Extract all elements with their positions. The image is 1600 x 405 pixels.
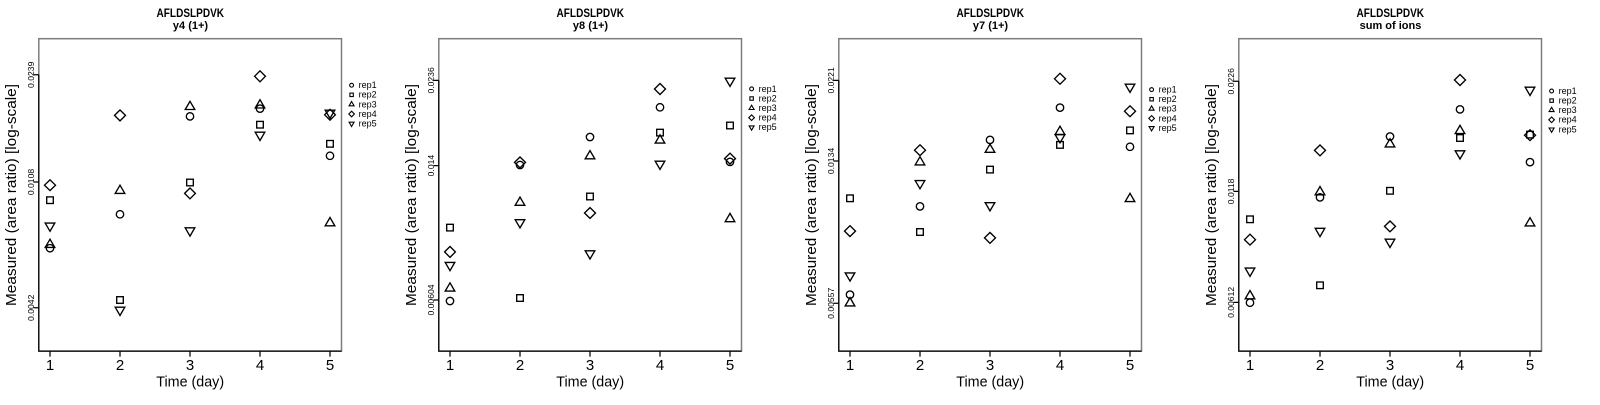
svg-text:rep2: rep2 [1159,94,1177,104]
svg-text:rep4: rep4 [1559,115,1577,125]
svg-text:AFLDSLPDVK: AFLDSLPDVK [1357,8,1425,20]
svg-text:2: 2 [1316,357,1324,374]
svg-text:y4 (1+): y4 (1+) [173,20,208,32]
svg-text:0.0042: 0.0042 [26,294,36,321]
svg-text:rep2: rep2 [759,93,777,103]
svg-text:0.0226: 0.0226 [1226,68,1236,95]
svg-text:rep1: rep1 [359,80,377,90]
svg-text:rep3: rep3 [1559,105,1577,115]
svg-text:rep1: rep1 [759,84,777,94]
svg-text:4: 4 [1056,357,1064,374]
svg-text:AFLDSLPDVK: AFLDSLPDVK [957,8,1025,20]
svg-text:sum of ions: sum of ions [1360,20,1422,32]
svg-text:y7 (1+): y7 (1+) [973,20,1008,32]
svg-text:AFLDSLPDVK: AFLDSLPDVK [157,8,225,20]
svg-text:rep3: rep3 [1159,104,1177,114]
svg-text:1: 1 [846,357,854,374]
svg-text:rep3: rep3 [359,99,377,109]
svg-text:rep5: rep5 [759,122,777,132]
svg-text:0.0239: 0.0239 [26,61,36,88]
svg-text:rep2: rep2 [1559,96,1577,106]
svg-text:rep5: rep5 [1159,123,1177,133]
svg-text:rep5: rep5 [359,119,377,129]
svg-text:Time (day): Time (day) [556,374,624,390]
svg-text:3: 3 [986,357,994,374]
svg-text:0.0118: 0.0118 [1226,178,1236,204]
svg-text:0.0134: 0.0134 [826,148,836,175]
svg-text:3: 3 [1386,357,1394,374]
svg-text:rep4: rep4 [359,109,377,119]
svg-text:rep5: rep5 [1559,124,1577,134]
svg-text:y8 (1+): y8 (1+) [573,20,608,32]
svg-text:0.00612: 0.00612 [1226,287,1236,318]
svg-text:rep2: rep2 [359,90,377,100]
svg-text:0.00557: 0.00557 [826,288,836,319]
svg-text:Time (day): Time (day) [956,374,1024,390]
svg-text:4: 4 [256,357,264,374]
svg-text:4: 4 [1456,357,1464,374]
svg-text:2: 2 [516,357,524,374]
svg-text:Time (day): Time (day) [1356,374,1424,390]
svg-text:1: 1 [46,357,54,374]
svg-text:5: 5 [1526,357,1534,374]
svg-text:2: 2 [916,357,924,374]
svg-text:rep1: rep1 [1159,85,1177,95]
svg-text:0.0221: 0.0221 [826,67,836,94]
svg-text:0.0236: 0.0236 [426,67,436,94]
svg-text:AFLDSLPDVK: AFLDSLPDVK [557,8,625,20]
svg-text:1: 1 [446,357,454,374]
svg-text:0.0108: 0.0108 [26,169,36,196]
svg-text:rep3: rep3 [759,103,777,113]
svg-text:5: 5 [726,357,734,374]
svg-text:3: 3 [586,357,594,374]
svg-text:0.00604: 0.00604 [426,284,436,315]
svg-text:5: 5 [1126,357,1134,374]
svg-text:rep1: rep1 [1559,86,1577,96]
svg-text:Measured (area ratio) [log-sca: Measured (area ratio) [log-scale] [1203,84,1220,306]
svg-text:Measured (area ratio) [log-sca: Measured (area ratio) [log-scale] [3,84,20,306]
svg-text:rep4: rep4 [1159,113,1177,123]
svg-text:rep4: rep4 [759,113,777,123]
svg-text:2: 2 [116,357,124,374]
svg-text:3: 3 [186,357,194,374]
svg-text:4: 4 [656,357,664,374]
svg-text:Measured (area ratio) [log-sca: Measured (area ratio) [log-scale] [403,84,420,306]
svg-text:1: 1 [1246,357,1254,374]
svg-text:5: 5 [326,357,334,374]
svg-text:Time (day): Time (day) [156,374,224,390]
svg-text:0.014: 0.014 [426,155,436,177]
svg-text:Measured (area ratio) [log-sca: Measured (area ratio) [log-scale] [803,84,820,306]
